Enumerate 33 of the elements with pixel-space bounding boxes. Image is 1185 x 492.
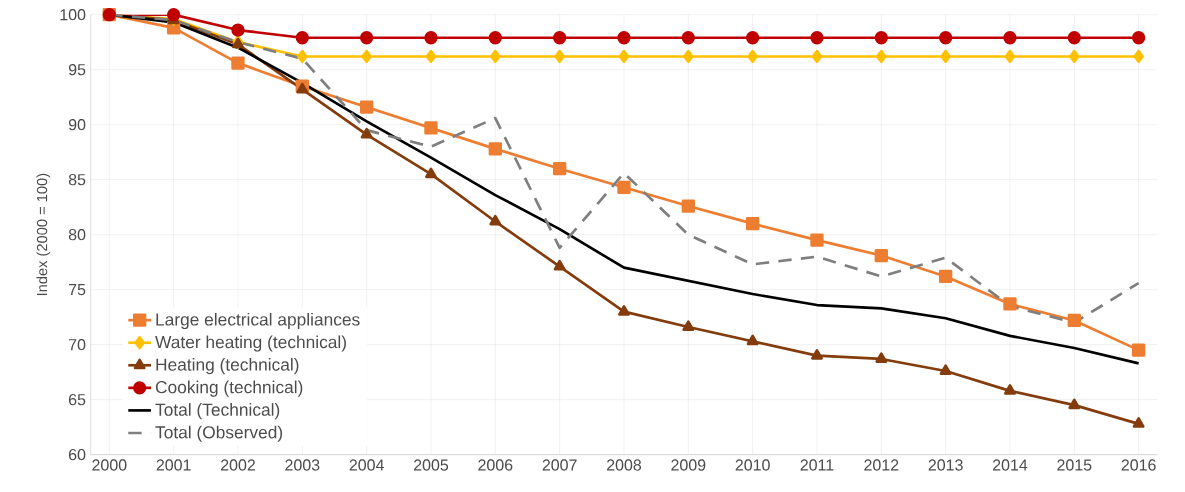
y-tick-label: 65 [68, 393, 86, 406]
legend-label: Total (Observed) [155, 425, 283, 442]
y-tick-label: 90 [68, 119, 86, 131]
x-tick-label: 2008 [606, 459, 642, 471]
x-tick-label: 2013 [928, 459, 963, 471]
legend-label: Large electrical appliances [156, 312, 360, 330]
x-tick-label: 2012 [864, 459, 899, 471]
legend-label: Water heating (technical) [155, 335, 346, 352]
x-tick-label: 2006 [478, 459, 513, 471]
x-tick-label: 2014 [992, 459, 1028, 471]
x-tick-label: 2015 [1057, 459, 1092, 471]
y-tick-label: 95 [68, 64, 86, 76]
y-tick-label: 60 [68, 448, 86, 461]
y-axis-title: Index (2000 = 100) [36, 173, 51, 296]
legend-label: Cooking (technical) [155, 380, 303, 397]
x-tick-label: 2000 [92, 459, 127, 471]
y-tick-label: 85 [68, 174, 86, 186]
y-tick-label: 75 [68, 284, 86, 296]
x-tick-label: 2002 [220, 459, 255, 471]
x-tick-label: 2009 [671, 459, 706, 471]
x-tick-label: 2003 [285, 459, 320, 471]
x-tick-label: 2001 [156, 459, 191, 471]
x-tick-label: 2010 [735, 459, 770, 471]
x-tick-label: 2016 [1121, 459, 1156, 471]
y-tick-label: 100 [60, 9, 86, 21]
y-tick-label: 70 [68, 339, 86, 351]
legend-label: Total (Technical) [155, 403, 280, 420]
legend-label: Heating (technical) [156, 358, 299, 375]
y-tick-label: 80 [68, 229, 86, 241]
x-tick-label: 2011 [800, 459, 834, 471]
x-tick-label: 2004 [349, 459, 384, 471]
x-tick-label: 2007 [542, 459, 577, 471]
x-tick-label: 2005 [413, 459, 449, 471]
